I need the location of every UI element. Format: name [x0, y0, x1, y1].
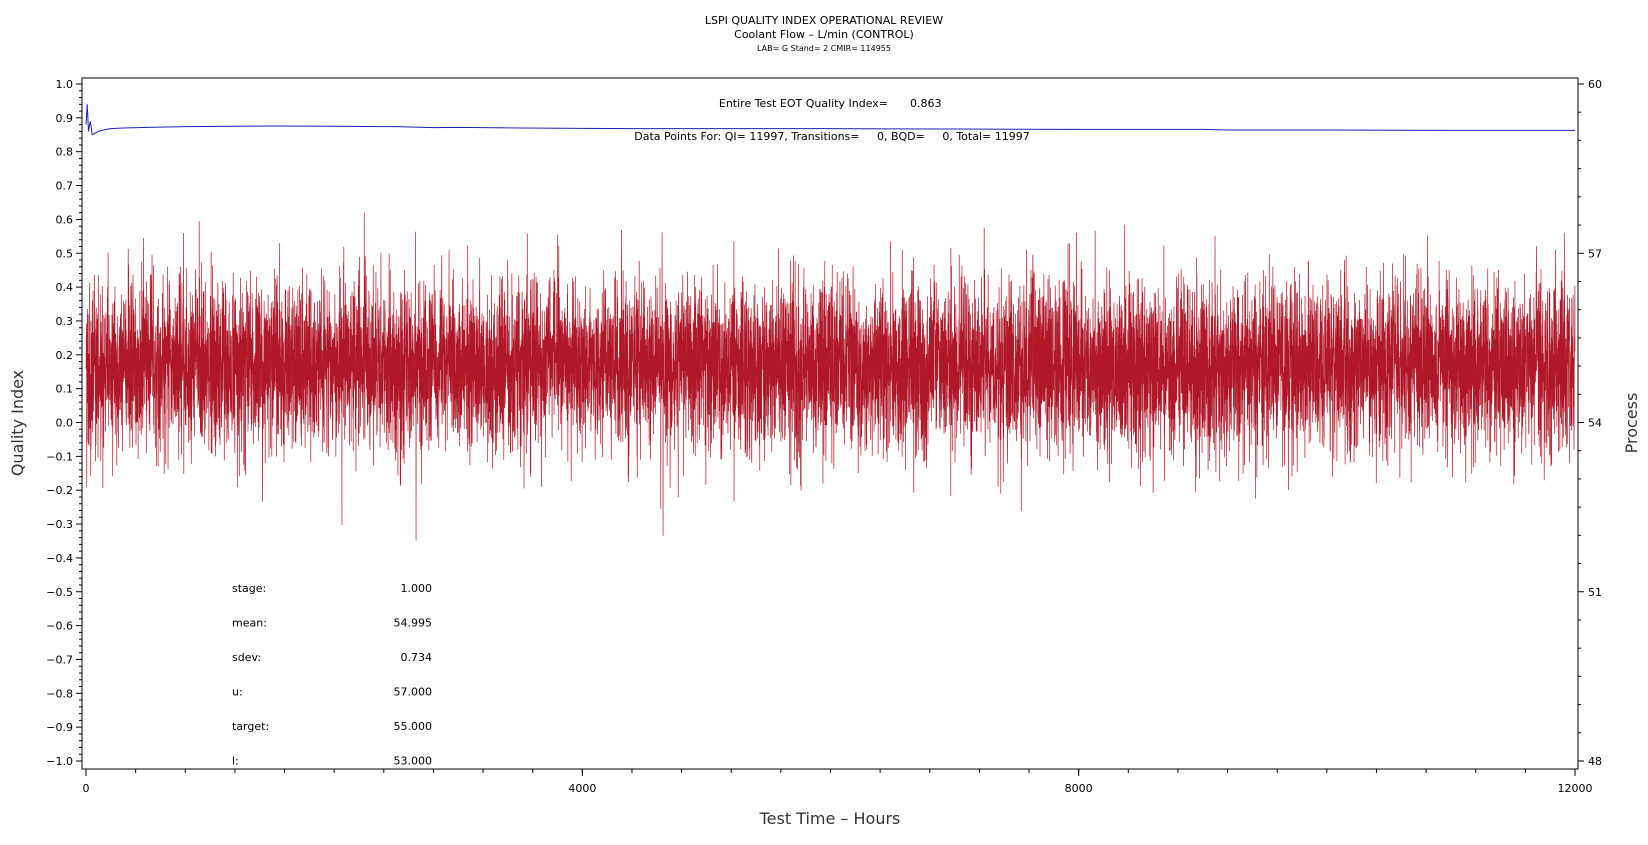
eot-quality-value: 0.863 — [910, 97, 942, 110]
stat-value: 55.000 — [394, 720, 433, 733]
y2-tick-label: 57 — [1588, 247, 1602, 260]
y-tick-label: 0.0 — [56, 417, 74, 430]
y-axis-label: Quality Index — [8, 370, 27, 476]
x-axis-ticks: 0 4000 8000 12000 — [83, 769, 1593, 795]
x-tick-label: 8000 — [1065, 782, 1093, 795]
stat-value: 0.734 — [401, 651, 433, 664]
plot-frame — [81, 77, 1579, 770]
x-tick-label: 12000 — [1558, 782, 1593, 795]
chart-subtitle: Coolant Flow – L/min (CONTROL) — [734, 28, 914, 41]
y-tick-label: −1.0 — [46, 755, 73, 768]
y2-axis-ticks: 48 51 54 57 60 — [1578, 78, 1602, 768]
stat-label: target: — [232, 720, 269, 733]
stat-label: u: — [232, 686, 243, 699]
process-line — [85, 212, 1576, 541]
y-tick-label: −0.2 — [46, 484, 73, 497]
y2-tick-label: 48 — [1588, 755, 1602, 768]
stat-label: mean: — [232, 617, 267, 630]
y-tick-label: −0.9 — [46, 721, 73, 734]
y-tick-label: −0.6 — [46, 620, 73, 633]
x-tick-label: 4000 — [568, 782, 596, 795]
y2-axis-label: Process — [1622, 393, 1641, 454]
stats-block: stage: 1.000 mean: 54.995 sdev: 0.734 u: 57.000… — [232, 582, 432, 768]
y2-tick-label: 54 — [1588, 417, 1602, 430]
y-axis-ticks: −1.0 −0.9 −0.8 −0.7 −0.6 −0.5 −0.4 −0.3 −0.2 −0.1… — [46, 78, 82, 768]
stat-value: 1.000 — [401, 582, 433, 595]
stat-label: l: — [232, 755, 239, 768]
y-tick-label: 0.1 — [56, 383, 74, 396]
chart-title: LSPI QUALITY INDEX OPERATIONAL REVIEW — [705, 14, 943, 27]
stat-label: sdev: — [232, 651, 261, 664]
y-tick-label: −0.4 — [46, 552, 73, 565]
y-tick-label: −0.1 — [46, 450, 73, 463]
data-points-summary: Data Points For: QI= 11997, Transitions=… — [634, 130, 1029, 143]
y2-tick-label: 60 — [1588, 78, 1602, 91]
y-tick-label: −0.8 — [46, 687, 73, 700]
y-tick-label: 0.2 — [56, 349, 74, 362]
y-tick-label: −0.7 — [46, 653, 73, 666]
stat-value: 53.000 — [394, 755, 433, 768]
quality-index-line — [85, 104, 1575, 136]
stat-value: 57.000 — [394, 686, 433, 699]
y-tick-label: 0.3 — [56, 315, 74, 328]
quality-index-series — [85, 104, 1575, 136]
y-tick-label: 0.4 — [56, 281, 74, 294]
process-series — [85, 212, 1576, 541]
x-tick-label: 0 — [83, 782, 90, 795]
y2-tick-label: 51 — [1588, 586, 1602, 599]
eot-quality-label: Entire Test EOT Quality Index= — [719, 97, 888, 110]
x-axis-label: Test Time – Hours — [759, 809, 901, 828]
y-tick-label: 0.7 — [56, 180, 74, 193]
y-tick-label: 0.5 — [56, 247, 74, 260]
y-tick-label: 0.6 — [56, 213, 74, 226]
stat-value: 54.995 — [394, 617, 433, 630]
y-tick-label: 0.8 — [56, 146, 74, 159]
y-tick-label: 0.9 — [56, 112, 74, 125]
y-tick-label: 1.0 — [56, 78, 74, 91]
stat-label: stage: — [232, 582, 266, 595]
y-tick-label: −0.3 — [46, 518, 73, 531]
chart-subtitle-lab: LAB= G Stand= 2 CMIR= 114955 — [757, 44, 891, 53]
y-tick-label: −0.5 — [46, 586, 73, 599]
